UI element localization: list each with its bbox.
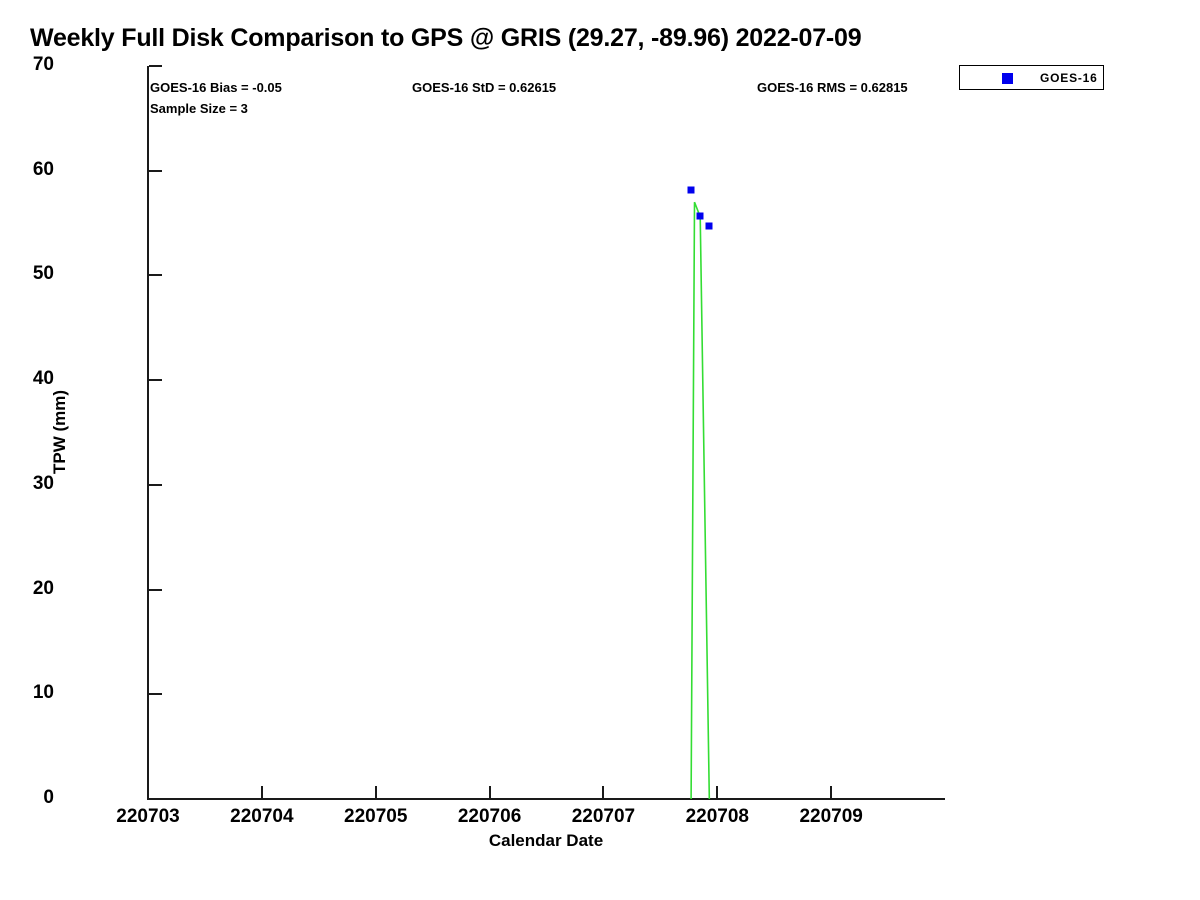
data-point-goes-16-2 bbox=[705, 222, 713, 230]
stat-rms-label: GOES-16 RMS = 0.62815 bbox=[757, 80, 908, 95]
y-tick-label-10: 10 bbox=[32, 682, 54, 704]
y-tick-mark-60 bbox=[149, 169, 162, 172]
y-axis-line bbox=[147, 66, 149, 800]
y-tick-mark-0 bbox=[149, 798, 162, 800]
y-tick-mark-10 bbox=[149, 693, 162, 696]
x-tick-label-220704: 220704 bbox=[230, 806, 294, 827]
x-tick-mark-220704 bbox=[260, 786, 263, 799]
legend-swatch-goes16-icon bbox=[1002, 73, 1013, 84]
x-tick-label-220707: 220707 bbox=[571, 806, 636, 827]
y-tick-mark-30 bbox=[149, 483, 162, 486]
stat-bias-label: GOES-16 Bias = -0.05 bbox=[150, 80, 282, 95]
y-tick-label-70: 70 bbox=[32, 54, 54, 75]
x-tick-label-220708: 220708 bbox=[685, 806, 749, 827]
legend[interactable]: GOES-16 bbox=[959, 65, 1104, 90]
x-tick-mark-220707 bbox=[602, 786, 605, 799]
stat-std-label: GOES-16 StD = 0.62615 bbox=[412, 80, 557, 95]
x-tick-mark-220706 bbox=[488, 786, 491, 799]
legend-label-goes16: GOES-16 bbox=[1040, 71, 1098, 85]
y-tick-label-0: 0 bbox=[43, 787, 54, 808]
x-tick-label-220703: 220703 bbox=[116, 806, 180, 827]
x-axis-title: Calendar Date bbox=[488, 831, 604, 850]
x-tick-mark-220703 bbox=[147, 786, 149, 799]
x-tick-label-220706: 220706 bbox=[457, 806, 522, 827]
y-tick-mark-40 bbox=[149, 379, 162, 382]
y-tick-mark-70 bbox=[149, 65, 162, 67]
y-tick-mark-50 bbox=[149, 274, 162, 277]
y-tick-label-60: 60 bbox=[32, 158, 54, 180]
y-tick-label-20: 20 bbox=[32, 577, 54, 599]
page-title: Weekly Full Disk Comparison to GPS @ GRI… bbox=[30, 24, 862, 52]
x-tick-mark-220708 bbox=[716, 786, 719, 799]
y-tick-label-50: 50 bbox=[32, 263, 54, 285]
x-tick-label-220709: 220709 bbox=[799, 806, 863, 827]
x-axis-line bbox=[147, 798, 945, 800]
stat-sample-size-label: Sample Size = 3 bbox=[150, 101, 248, 116]
plot-area bbox=[148, 66, 945, 799]
x-tick-label-220705: 220705 bbox=[344, 806, 408, 827]
y-tick-mark-20 bbox=[149, 588, 162, 591]
x-tick-mark-220709 bbox=[830, 786, 833, 799]
data-point-goes-16-1 bbox=[696, 212, 704, 220]
y-tick-label-40: 40 bbox=[32, 368, 54, 390]
data-point-goes-16-0 bbox=[687, 186, 695, 194]
y-axis-title: TPW (mm) bbox=[50, 389, 69, 475]
y-tick-label-30: 30 bbox=[32, 472, 54, 494]
x-tick-mark-220705 bbox=[374, 786, 377, 799]
